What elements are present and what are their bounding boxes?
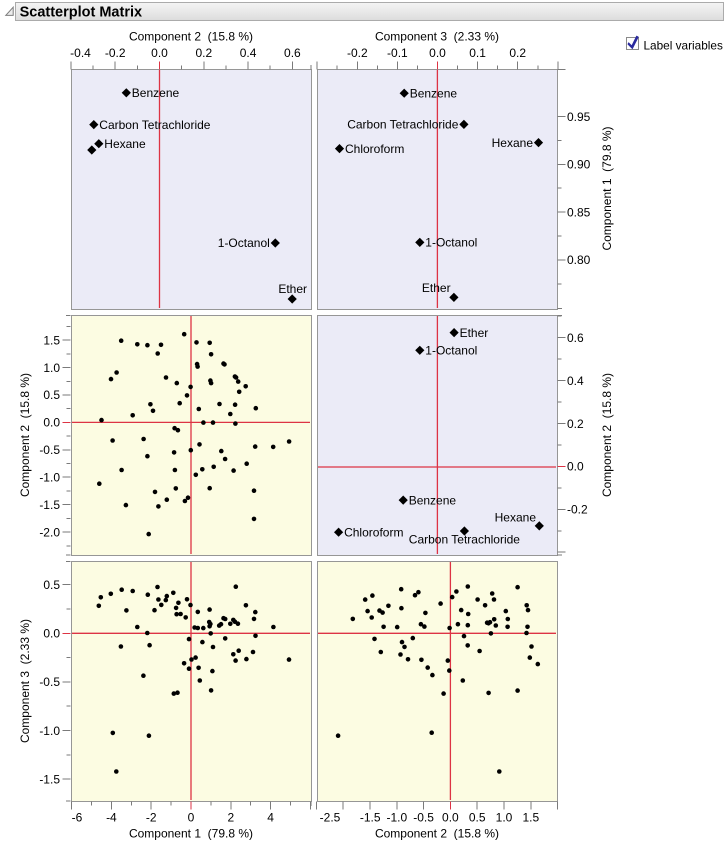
svg-text:Carbon Tetrachloride: Carbon Tetrachloride [99, 118, 211, 132]
svg-text:Hexane: Hexane [492, 136, 534, 150]
svg-text:Hexane: Hexane [104, 137, 146, 151]
svg-text:0.2: 0.2 [195, 46, 212, 60]
svg-text:Benzene: Benzene [132, 86, 180, 100]
svg-text:-0.5: -0.5 [39, 443, 60, 457]
svg-text:-2: -2 [146, 810, 157, 824]
svg-text:0.0: 0.0 [567, 460, 584, 474]
svg-text:0.80: 0.80 [567, 253, 591, 267]
svg-text:Component 2 (15.8 %): Component 2 (15.8 %) [600, 373, 614, 497]
svg-text:1.0: 1.0 [43, 361, 60, 375]
svg-text:0.0: 0.0 [429, 46, 446, 60]
svg-text:-1.0: -1.0 [39, 471, 60, 485]
svg-text:Component 2 (15.8 %): Component 2 (15.8 %) [375, 827, 499, 841]
svg-text:Component 3 (2.33 %): Component 3 (2.33 %) [375, 30, 499, 44]
svg-text:0.1: 0.1 [469, 46, 486, 60]
svg-text:-1.5: -1.5 [360, 810, 381, 824]
svg-text:-1.5: -1.5 [39, 772, 60, 786]
svg-text:0.85: 0.85 [567, 205, 591, 219]
svg-text:Ether: Ether [278, 282, 307, 296]
svg-text:0.0: 0.0 [43, 416, 60, 430]
svg-text:Carbon Tetrachloride: Carbon Tetrachloride [347, 118, 459, 132]
svg-text:0.4: 0.4 [567, 374, 584, 388]
svg-text:-0.2: -0.2 [105, 46, 126, 60]
svg-text:-0.4: -0.4 [70, 46, 91, 60]
svg-text:-1.0: -1.0 [39, 724, 60, 738]
svg-text:0.5: 0.5 [469, 810, 486, 824]
svg-text:0.2: 0.2 [567, 417, 584, 431]
svg-text:0.5: 0.5 [43, 578, 60, 592]
svg-text:Hexane: Hexane [495, 510, 537, 524]
svg-text:Component 3 (2.33 %): Component 3 (2.33 %) [18, 619, 32, 743]
svg-text:Label variables: Label variables [644, 38, 723, 52]
svg-text:-0.2: -0.2 [347, 46, 368, 60]
svg-text:Benzene: Benzene [410, 86, 458, 100]
svg-text:-2.5: -2.5 [320, 810, 341, 824]
svg-text:0.4: 0.4 [240, 46, 257, 60]
svg-text:-4: -4 [106, 810, 117, 824]
svg-text:0.5: 0.5 [43, 388, 60, 402]
svg-text:0.90: 0.90 [567, 158, 591, 172]
svg-text:0.0: 0.0 [151, 46, 168, 60]
svg-text:-0.2: -0.2 [567, 503, 588, 517]
svg-text:Component 1 (79.8 %): Component 1 (79.8 %) [129, 827, 253, 841]
svg-text:1-Octanol: 1-Octanol [218, 236, 270, 250]
svg-text:Chloroform: Chloroform [344, 525, 403, 539]
svg-text:Ether: Ether [422, 281, 451, 295]
svg-text:1-Octanol: 1-Octanol [425, 236, 477, 250]
svg-text:-0.5: -0.5 [39, 675, 60, 689]
svg-text:0: 0 [188, 810, 195, 824]
svg-text:0.2: 0.2 [509, 46, 526, 60]
svg-text:0.6: 0.6 [284, 46, 301, 60]
svg-text:2: 2 [227, 810, 234, 824]
svg-text:Carbon Tetrachloride: Carbon Tetrachloride [409, 533, 521, 547]
svg-text:-2.0: -2.0 [39, 525, 60, 539]
svg-text:1.5: 1.5 [522, 810, 539, 824]
svg-text:0.0: 0.0 [442, 810, 459, 824]
svg-text:-6: -6 [72, 810, 83, 824]
svg-text:0.0: 0.0 [43, 627, 60, 641]
svg-text:Component 1 (79.8 %): Component 1 (79.8 %) [600, 126, 614, 250]
svg-text:Component 2 (15.8 %): Component 2 (15.8 %) [129, 30, 253, 44]
svg-text:-1.0: -1.0 [386, 810, 407, 824]
svg-text:4: 4 [267, 810, 274, 824]
svg-text:-0.5: -0.5 [413, 810, 434, 824]
svg-text:1-Octanol: 1-Octanol [425, 344, 477, 358]
svg-text:Scatterplot Matrix: Scatterplot Matrix [20, 5, 142, 21]
svg-text:0.6: 0.6 [567, 331, 584, 345]
svg-text:1.0: 1.0 [496, 810, 513, 824]
svg-text:Benzene: Benzene [409, 493, 457, 507]
svg-text:-0.1: -0.1 [387, 46, 408, 60]
svg-text:1.5: 1.5 [43, 333, 60, 347]
svg-text:Ether: Ether [460, 326, 489, 340]
svg-text:Chloroform: Chloroform [345, 142, 404, 156]
svg-text:Component 2 (15.8 %): Component 2 (15.8 %) [18, 373, 32, 497]
svg-text:0.95: 0.95 [567, 110, 591, 124]
svg-text:-1.5: -1.5 [39, 498, 60, 512]
